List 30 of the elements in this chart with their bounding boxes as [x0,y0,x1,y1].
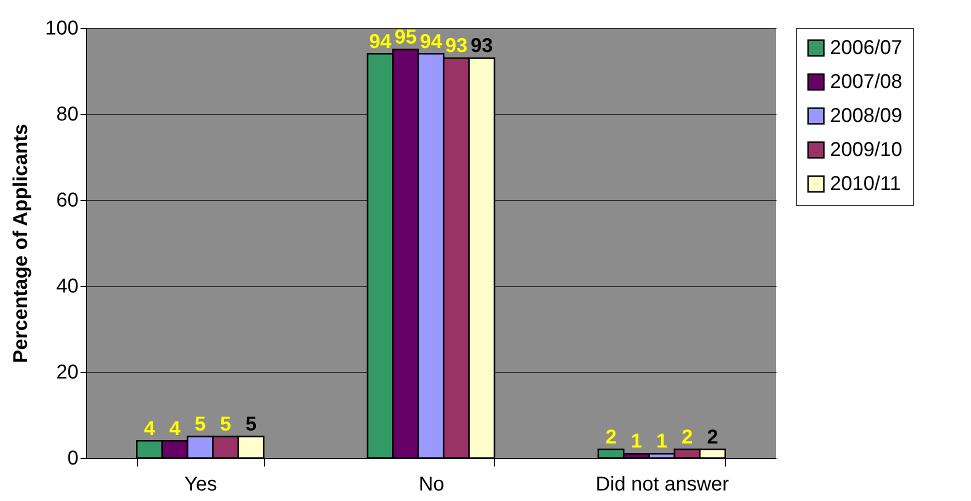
legend-label: 2007/08 [830,71,902,93]
data-label: 4 [144,418,156,440]
x-tick-label: Did not answer [596,474,730,496]
legend-label: 2006/07 [830,37,902,59]
y-tick-label: 0 [67,448,78,470]
data-label: 2 [605,426,617,448]
y-tick-label: 100 [45,18,78,40]
data-label: 94 [420,30,443,53]
data-label: 5 [194,414,206,436]
data-label: 2 [682,426,693,448]
y-tick-label: 80 [56,104,78,126]
data-label: 5 [220,414,232,436]
data-label: 93 [470,35,493,58]
data-label: 2 [706,426,718,448]
data-label: 94 [369,30,392,53]
legend-label: 2009/10 [830,139,902,161]
data-label: 95 [394,26,417,48]
data-label: 93 [445,35,468,58]
data-label: 1 [630,430,642,453]
data-label: 1 [656,430,668,453]
legend-label: 2010/11 [830,173,901,195]
x-tick-label: No [418,474,444,496]
data-label: 4 [169,418,182,440]
data-label: 5 [245,414,257,436]
y-axis-title: Percentage of Applicants [10,124,32,364]
y-tick-label: 60 [56,190,78,212]
y-tick-label: 20 [56,362,78,384]
legend-label: 2008/09 [830,105,902,127]
y-tick-label: 40 [56,276,78,298]
x-tick-label: Yes [184,474,218,496]
